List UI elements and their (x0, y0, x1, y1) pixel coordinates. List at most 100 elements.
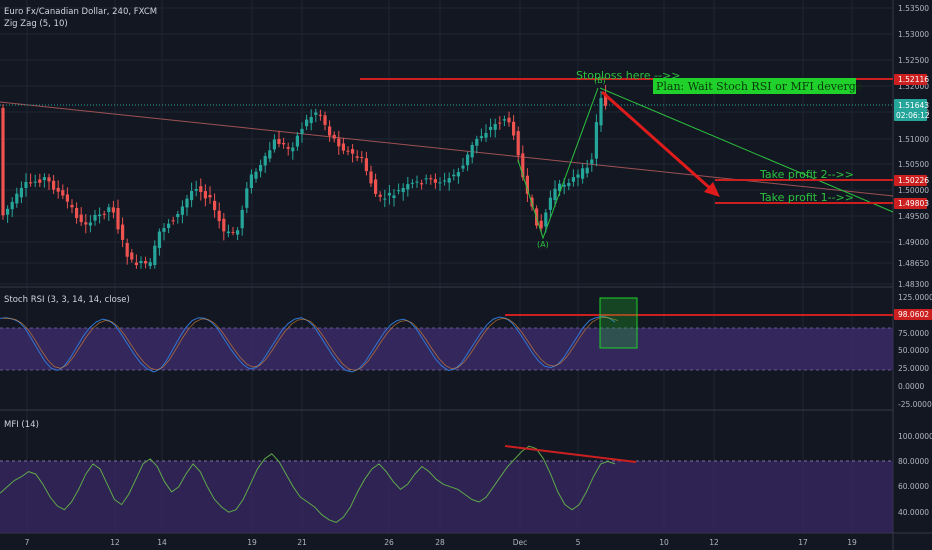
candle-body (185, 198, 189, 208)
candle-body (194, 189, 198, 191)
wave-b-label: (B) (594, 76, 606, 85)
candle-body (604, 93, 608, 106)
candle-body (70, 204, 74, 208)
candle-body (153, 245, 157, 265)
candle-body (456, 172, 460, 177)
candle-body (1, 107, 5, 216)
short-arrow-line[interactable] (601, 90, 713, 192)
candle-body (259, 165, 263, 172)
mfi-divergence-line (504, 445, 637, 463)
candle-body (447, 178, 451, 183)
candle-body (378, 194, 382, 197)
candle-body (374, 179, 378, 194)
candle-body (56, 187, 60, 192)
candle-body (286, 147, 290, 149)
candle-body (323, 115, 327, 125)
candle-body (217, 210, 221, 222)
candle-body (24, 182, 28, 188)
candle-body (387, 192, 391, 196)
stoploss-annotation: Stoploss here -->> (576, 69, 680, 82)
candle-body (562, 184, 566, 187)
candle-body (360, 157, 364, 158)
candle-body (171, 220, 175, 222)
time-axis[interactable]: 7 12 14 19 21 26 28 Dec 5 10 12 17 19 (25, 538, 857, 547)
candle-body (291, 147, 295, 152)
mfi-axis: 100.0000 80.0000 60.0000 40.0000 (898, 432, 932, 517)
candle-body (10, 201, 14, 210)
candle-body (466, 154, 470, 166)
time-tick-label: 7 (25, 538, 30, 547)
mfi-title[interactable]: MFI (14) (4, 420, 39, 430)
green-projection-line (599, 87, 894, 213)
candle-body (61, 190, 65, 196)
candle-body (134, 262, 138, 265)
candle-body (65, 194, 69, 202)
take-profit-2-annotation: Take profit 2-->> (759, 168, 854, 181)
price-tick-label: 1.50000 (898, 186, 929, 195)
stoch-title[interactable]: Stoch RSI (3, 3, 14, 14, close) (4, 295, 130, 305)
candle-body (502, 119, 506, 121)
candlesticks (1, 84, 608, 270)
candle-body (424, 178, 428, 180)
candle-body (157, 231, 161, 249)
mfi-band (0, 461, 893, 533)
candle-body (84, 222, 88, 225)
stoploss-price-tag-text: 1.52116 (898, 75, 929, 84)
time-tick-label: 17 (798, 538, 808, 547)
candle-body (107, 207, 111, 212)
candle-body (484, 133, 488, 138)
take-profit-1-annotation: Take profit 1-->> (759, 191, 854, 204)
stoch-tick-label: 125.0000 (898, 293, 932, 302)
candle-body (38, 179, 42, 183)
candle-body (594, 122, 598, 159)
time-tick-label: 12 (709, 538, 719, 547)
candle-body (318, 114, 322, 116)
current-price-tag-text: 1.51643 (898, 101, 929, 110)
candle-body (180, 206, 184, 215)
candle-body (415, 181, 419, 183)
candle-body (277, 138, 281, 144)
candle-body (93, 214, 97, 221)
candle-body (539, 220, 543, 229)
candle-body (452, 174, 456, 177)
price-tick-label: 1.48300 (898, 280, 929, 289)
candle-body (148, 262, 152, 267)
candle-body (19, 187, 23, 198)
candle-body (392, 195, 396, 198)
time-tick-label: 10 (659, 538, 669, 547)
candle-body (328, 126, 332, 136)
time-tick-label: Dec (513, 538, 528, 547)
candle-body (470, 145, 474, 158)
price-tags: 1.52116 1.51643 02:06:12 1.50226 1.49803 (894, 74, 930, 209)
candle-body (406, 184, 410, 190)
candle-body (493, 124, 497, 130)
time-tick-label: 12 (110, 538, 120, 547)
candle-body (282, 142, 286, 145)
indicator-title[interactable]: Zig Zag (5, 10) (4, 19, 68, 29)
symbol-title[interactable]: Euro Fx/Canadian Dollar, 240, FXCM (4, 7, 157, 17)
candle-body (489, 126, 493, 130)
candle-body (525, 175, 529, 194)
candle-body (254, 171, 258, 179)
plan-text: Plan: Wait Stoch RSI or MFI deverge (656, 80, 862, 93)
candle-body (199, 186, 203, 192)
stoch-highlight-box (599, 297, 638, 349)
time-tick-label: 28 (435, 538, 445, 547)
candle-body (98, 214, 102, 217)
candle-body (268, 150, 272, 159)
tp2-price-tag (894, 175, 927, 186)
candle-body (567, 183, 571, 187)
candle-body (139, 261, 143, 263)
candle-body (15, 193, 19, 204)
price-tick-label: 1.50500 (898, 160, 929, 169)
candle-body (548, 197, 552, 210)
stoch-d-line (2, 316, 619, 371)
candle-body (33, 181, 37, 183)
candle-body (176, 214, 180, 218)
candle-body (401, 188, 405, 193)
candle-body (553, 188, 557, 201)
candle-body (121, 224, 125, 240)
candle-body (88, 222, 92, 226)
price-tick-label: 1.53500 (898, 4, 929, 13)
